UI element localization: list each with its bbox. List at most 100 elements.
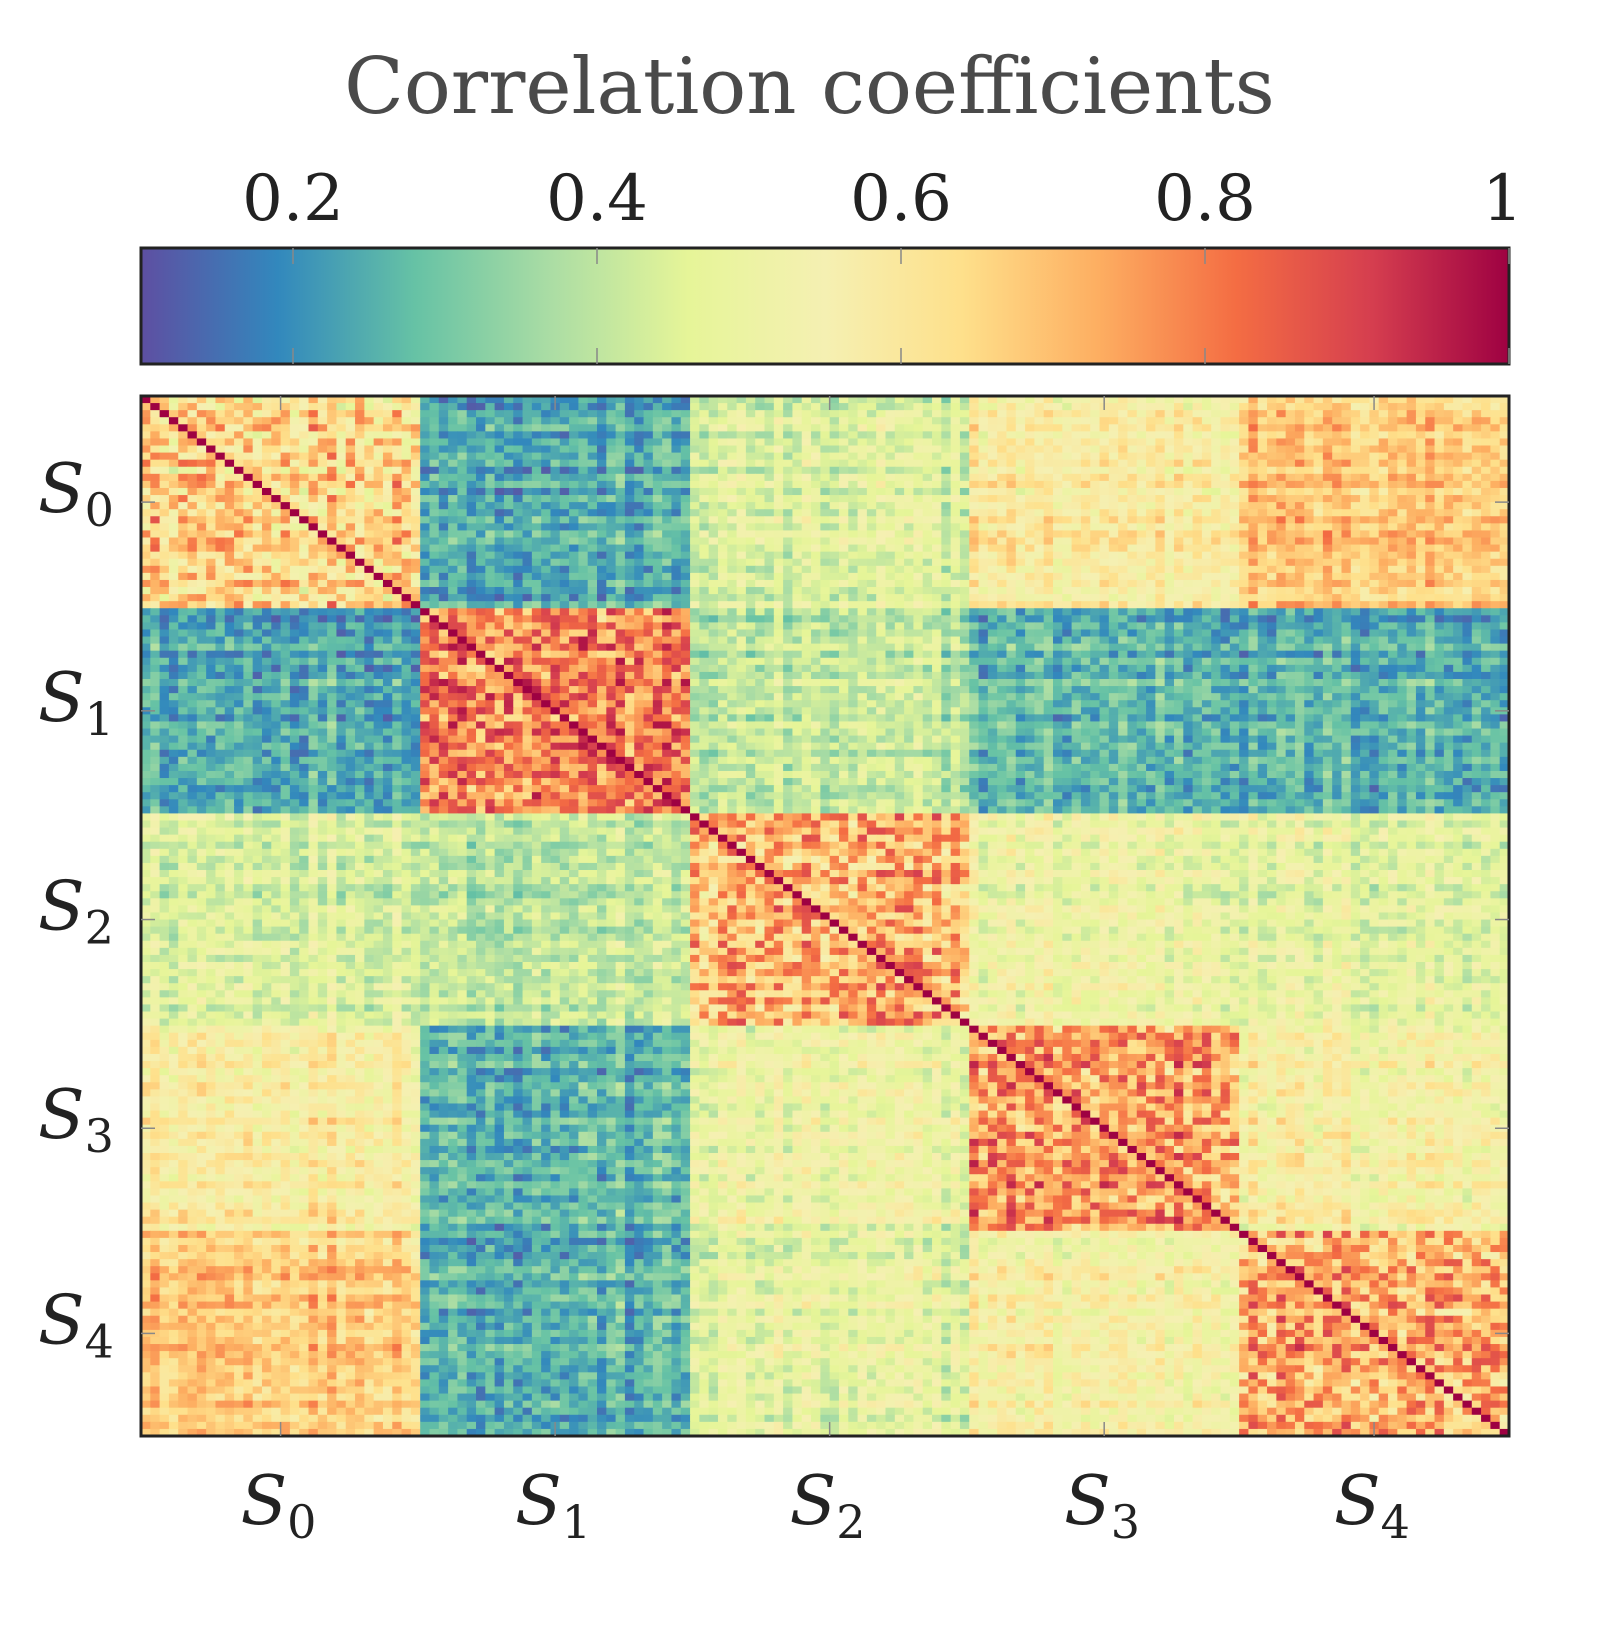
heatmap-cell: [802, 403, 812, 411]
heatmap-cell: [1155, 417, 1165, 425]
heatmap-cell: [671, 474, 681, 482]
heatmap-cell: [234, 629, 244, 637]
heatmap-cell: [1490, 622, 1500, 630]
heatmap-cell: [578, 559, 588, 567]
heatmap-cell: [811, 559, 821, 567]
heatmap-cell: [1388, 538, 1398, 546]
heatmap-cell: [383, 438, 393, 446]
heatmap-cell: [1248, 403, 1258, 411]
heatmap-cell: [1407, 601, 1417, 609]
heatmap-cell: [1155, 495, 1165, 503]
heatmap-cell: [1034, 481, 1044, 489]
heatmap-cell: [206, 545, 216, 553]
heatmap-cell: [690, 601, 700, 609]
heatmap-cell: [1304, 460, 1314, 468]
heatmap-cell: [1453, 453, 1463, 461]
heatmap-cell: [1100, 601, 1110, 609]
heatmap-cell: [318, 587, 328, 595]
heatmap-cell: [597, 580, 607, 588]
heatmap-cell: [1202, 481, 1212, 489]
heatmap-cell: [336, 615, 346, 623]
heatmap-cell: [923, 538, 933, 546]
heatmap-cell: [1100, 629, 1110, 637]
heatmap-cell: [1155, 530, 1165, 538]
heatmap-cell: [1118, 538, 1128, 546]
heatmap-cell: [765, 509, 775, 517]
heatmap-cell: [476, 552, 486, 560]
heatmap-cell: [746, 573, 756, 581]
heatmap-cell: [1472, 545, 1482, 553]
heatmap-cell: [1481, 573, 1491, 581]
heatmap-cell: [634, 488, 644, 496]
heatmap-cell: [634, 509, 644, 517]
heatmap-cell: [923, 467, 933, 475]
heatmap-cell: [1127, 516, 1137, 524]
heatmap-cell: [699, 594, 709, 602]
heatmap-cell: [1016, 594, 1026, 602]
heatmap-cell: [243, 615, 253, 623]
heatmap-cell: [243, 509, 253, 517]
heatmap-cell: [253, 615, 263, 623]
heatmap-cell: [1118, 516, 1128, 524]
heatmap-cell: [169, 615, 179, 623]
heatmap-cell: [811, 545, 821, 553]
heatmap-cell: [858, 438, 868, 446]
heatmap-cell: [1174, 523, 1184, 531]
heatmap-cell: [383, 417, 393, 425]
heatmap-cell: [1304, 403, 1314, 411]
heatmap-cell: [1416, 481, 1426, 489]
heatmap-cell: [560, 587, 570, 595]
heatmap-cell: [644, 601, 654, 609]
heatmap-cell: [1267, 622, 1277, 630]
heatmap-cell: [290, 573, 300, 581]
heatmap-cell: [1118, 453, 1128, 461]
heatmap-cell: [830, 438, 840, 446]
heatmap-cell: [699, 417, 709, 425]
heatmap-cell: [727, 460, 737, 468]
heatmap-cell: [811, 509, 821, 517]
heatmap-cell: [1379, 453, 1389, 461]
heatmap-cell: [616, 509, 626, 517]
heatmap-cell: [932, 580, 942, 588]
heatmap-cell: [1127, 615, 1137, 623]
heatmap-cell: [318, 552, 328, 560]
heatmap-cell: [169, 502, 179, 510]
heatmap-cell: [383, 460, 393, 468]
heatmap-cell: [1490, 403, 1500, 411]
heatmap-cell: [495, 431, 505, 439]
heatmap-cell: [737, 622, 747, 630]
heatmap-cell: [1034, 615, 1044, 623]
heatmap-cell: [392, 523, 402, 531]
heatmap-cell: [234, 594, 244, 602]
heatmap-cell: [1453, 566, 1463, 574]
heatmap-cell: [1221, 502, 1231, 510]
heatmap-cell: [1072, 438, 1082, 446]
heatmap-cell: [541, 580, 551, 588]
heatmap-cell: [1267, 446, 1277, 454]
heatmap-cell: [662, 601, 672, 609]
heatmap-cell: [858, 552, 868, 560]
heatmap-cell: [281, 410, 291, 418]
heatmap-cell: [1472, 438, 1482, 446]
heatmap-cell: [895, 474, 905, 482]
heatmap-cell: [979, 509, 989, 517]
heatmap-cell: [1193, 615, 1203, 623]
heatmap-cell: [1416, 622, 1426, 630]
heatmap-cell: [1425, 495, 1435, 503]
heatmap-cell: [346, 460, 356, 468]
heatmap-cell: [429, 431, 439, 439]
heatmap-cell: [1286, 509, 1296, 517]
heatmap-cell: [495, 573, 505, 581]
heatmap-cell: [913, 431, 923, 439]
heatmap-cell: [625, 523, 635, 531]
heatmap-cell: [327, 538, 337, 546]
heatmap-cell: [1267, 615, 1277, 623]
heatmap-cell: [215, 438, 225, 446]
heatmap-cell: [709, 573, 719, 581]
heatmap-cell: [569, 566, 579, 574]
heatmap-cell: [150, 453, 160, 461]
heatmap-cell: [839, 622, 849, 630]
heatmap-cell: [802, 438, 812, 446]
heatmap-cell: [327, 474, 337, 482]
heatmap-cell: [913, 608, 923, 616]
